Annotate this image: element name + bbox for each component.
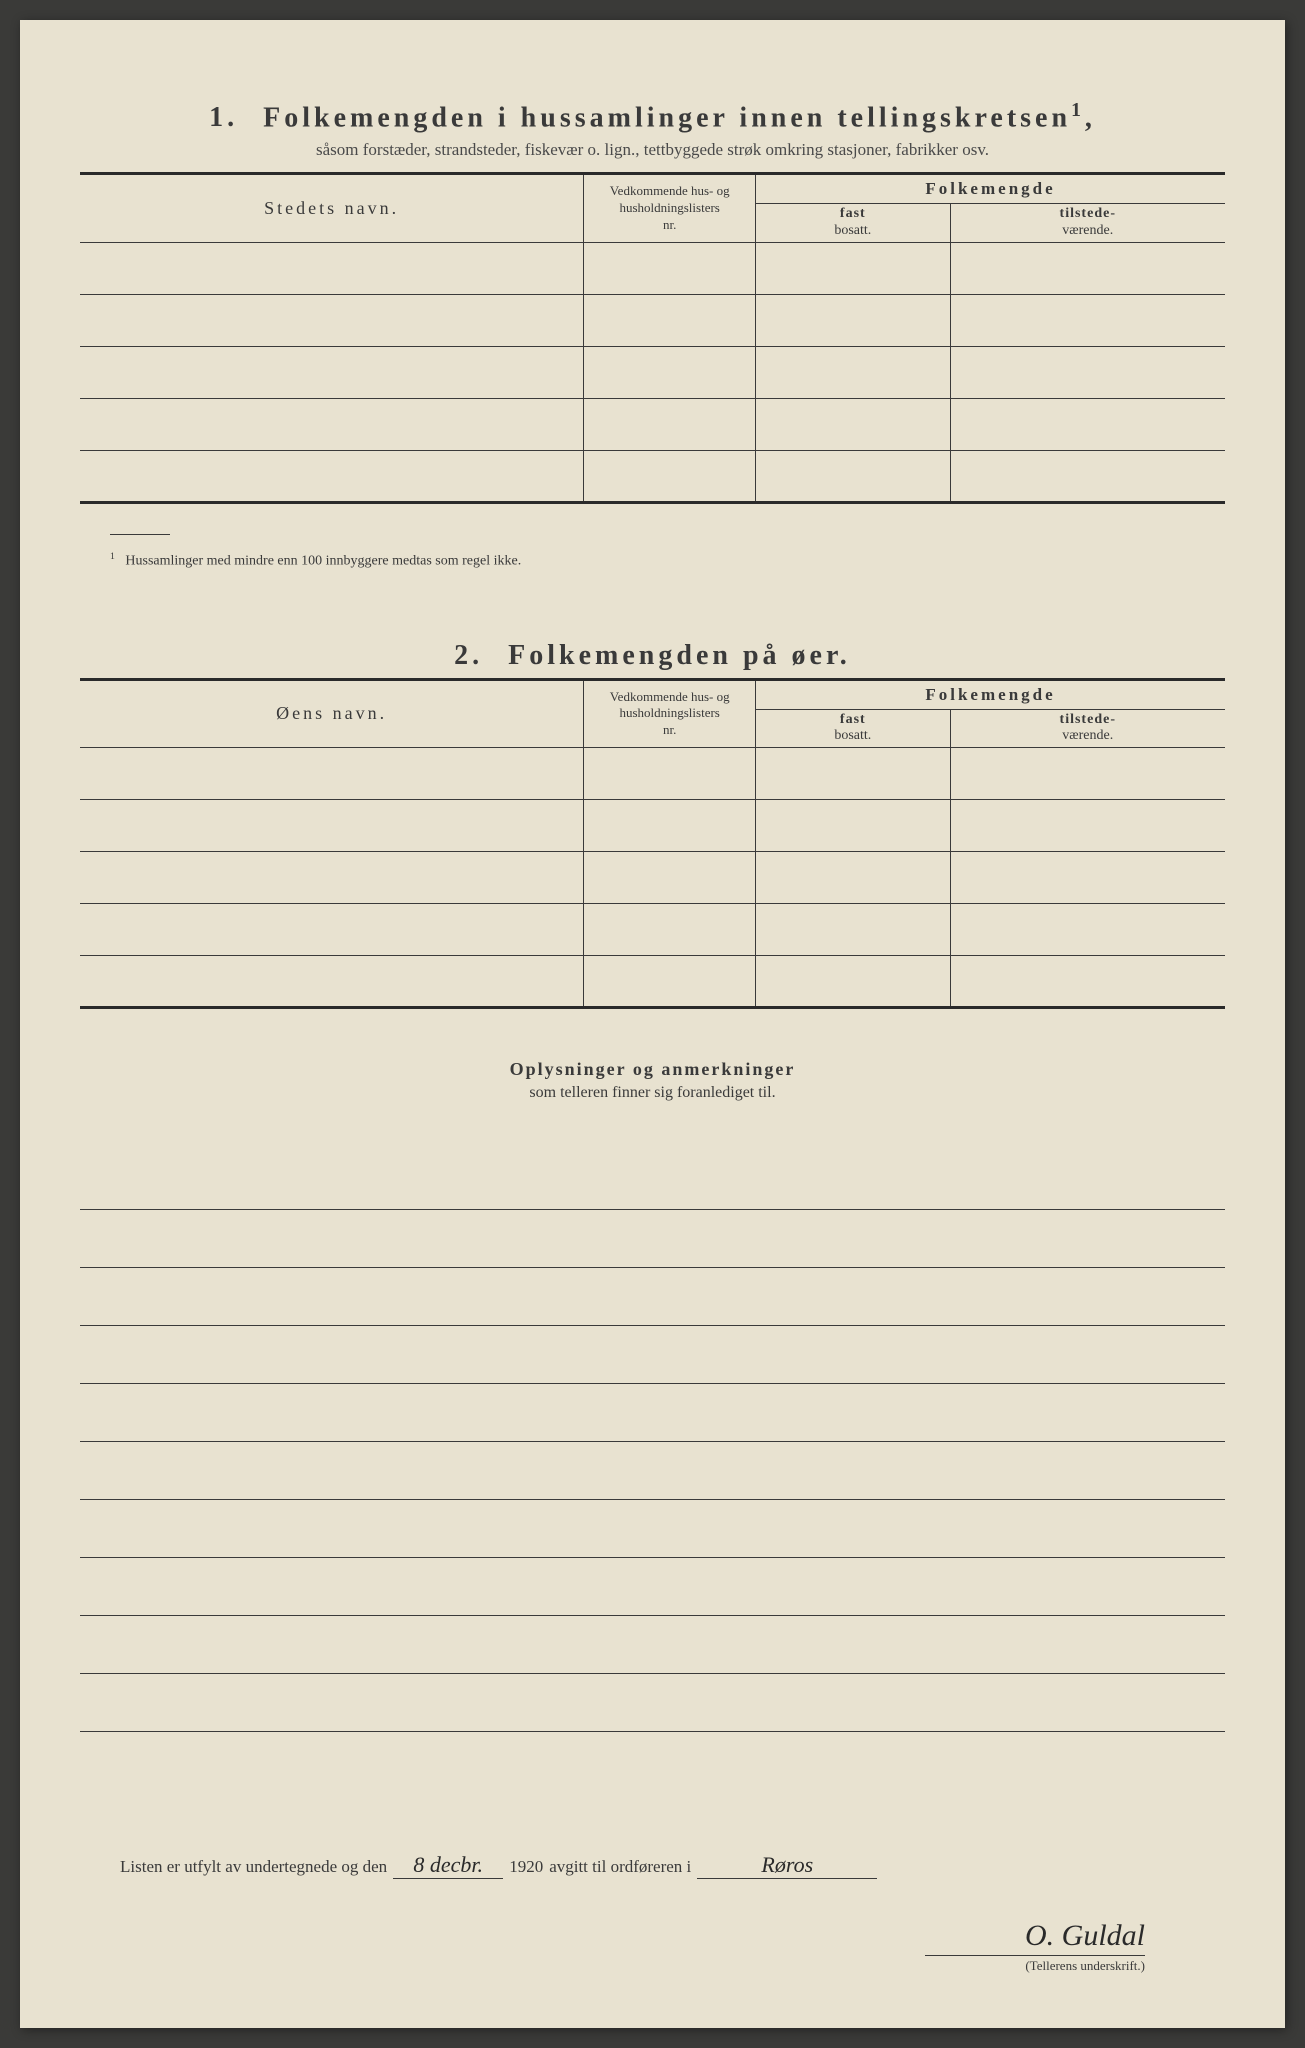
ruled-line: [80, 1500, 1225, 1558]
col-fast2-sub: bosatt.: [834, 728, 871, 743]
col-tilstede2: tilstede- værende.: [950, 709, 1225, 748]
ruled-line: [80, 1442, 1225, 1500]
section1-table: Stedets navn. Vedkommende hus- og hushol…: [80, 172, 1225, 504]
col-nr-l1: Vedkommende hus- og: [610, 183, 730, 198]
footnote-text: Hussamlinger med mindre enn 100 innbygge…: [125, 554, 521, 569]
col-tilstede-bold: tilstede-: [1060, 206, 1116, 221]
col-fast2: fast bosatt.: [756, 709, 951, 748]
table-row: [80, 450, 1225, 502]
col-tilstede-sub: værende.: [1062, 223, 1113, 238]
table-row: [80, 242, 1225, 294]
section2-number: 2.: [454, 640, 483, 671]
bottom-year: 1920: [509, 1857, 543, 1877]
signature: O. Guldal: [80, 1919, 1145, 1953]
table-row: [80, 748, 1225, 800]
col-fast: fast bosatt.: [756, 204, 951, 243]
col-nr2: Vedkommende hus- og husholdningslisters …: [584, 679, 756, 748]
ruled-line: [80, 1326, 1225, 1384]
col-folkemengde: Folkemengde: [756, 174, 1225, 204]
signature-area: O. Guldal (Tellerens underskrift.): [80, 1919, 1225, 1974]
table-row: [80, 956, 1225, 1008]
ruled-line: [80, 1210, 1225, 1268]
remarks-title: Oplysninger og anmerkninger: [80, 1059, 1225, 1080]
signature-line: [925, 1955, 1145, 1956]
footnote-marker: 1: [110, 551, 115, 562]
section2-title-text: Folkemengden på øer.: [508, 640, 851, 671]
col-nr-l2: husholdningslisters: [619, 200, 719, 215]
remarks-section: Oplysninger og anmerkninger som telleren…: [80, 1059, 1225, 1732]
section2-tbody: [80, 748, 1225, 1008]
section1-subtitle: såsom forstæder, strandsteder, fiskevær …: [80, 140, 1225, 160]
col-tilstede2-bold: tilstede-: [1060, 712, 1116, 727]
section1-title-text: Folkemengden i hussamlinger innen tellin…: [263, 102, 1071, 133]
section1-number: 1.: [209, 102, 238, 133]
remarks-subtitle: som telleren finner sig foranlediget til…: [80, 1084, 1225, 1102]
section1-title: 1. Folkemengden i hussamlinger innen tel…: [80, 100, 1225, 134]
document-page: 1. Folkemengden i hussamlinger innen tel…: [20, 20, 1285, 2028]
col-nr2-l3: nr.: [663, 722, 676, 737]
ruled-line: [80, 1384, 1225, 1442]
bottom-declaration: Listen er utfylt av undertegnede og den …: [80, 1852, 1225, 1879]
col-fast2-bold: fast: [840, 712, 866, 727]
col-nr2-l1: Vedkommende hus- og: [610, 689, 730, 704]
col-nr: Vedkommende hus- og husholdningslisters …: [584, 174, 756, 243]
table-row: [80, 398, 1225, 450]
col-stedets-navn: Stedets navn.: [80, 174, 584, 243]
place-field: Røros: [697, 1852, 877, 1879]
ruled-line: [80, 1152, 1225, 1210]
section-2: 2. Folkemengden på øer. Øens navn. Vedko…: [80, 640, 1225, 1010]
col-fast-bold: fast: [840, 206, 866, 221]
footnote-divider: [110, 534, 170, 535]
col-folkemengde2: Folkemengde: [756, 679, 1225, 709]
table-row: [80, 800, 1225, 852]
section1-sup: 1: [1071, 100, 1085, 121]
col-tilstede: tilstede- værende.: [950, 204, 1225, 243]
table-row: [80, 346, 1225, 398]
section2-table: Øens navn. Vedkommende hus- og husholdni…: [80, 678, 1225, 1010]
ruled-line: [80, 1616, 1225, 1674]
ruled-line: [80, 1558, 1225, 1616]
ruled-line: [80, 1674, 1225, 1732]
section1-tbody: [80, 242, 1225, 502]
table-row: [80, 904, 1225, 956]
col-nr2-l2: husholdningslisters: [619, 705, 719, 720]
table-row: [80, 852, 1225, 904]
section-1: 1. Folkemengden i hussamlinger innen tel…: [80, 100, 1225, 570]
section1-footnote: 1 Hussamlinger med mindre enn 100 innbyg…: [110, 551, 1225, 570]
bottom-text1: Listen er utfylt av undertegnede og den: [120, 1857, 387, 1877]
date-field: 8 decbr.: [393, 1852, 503, 1879]
section2-title: 2. Folkemengden på øer.: [80, 640, 1225, 672]
col-tilstede2-sub: værende.: [1062, 728, 1113, 743]
table-row: [80, 294, 1225, 346]
col-oens-navn: Øens navn.: [80, 679, 584, 748]
ruled-line: [80, 1268, 1225, 1326]
col-nr-l3: nr.: [663, 217, 676, 232]
col-fast-sub: bosatt.: [834, 223, 871, 238]
signature-label: (Tellerens underskrift.): [80, 1958, 1145, 1974]
bottom-text2: avgitt til ordføreren i: [549, 1857, 691, 1877]
